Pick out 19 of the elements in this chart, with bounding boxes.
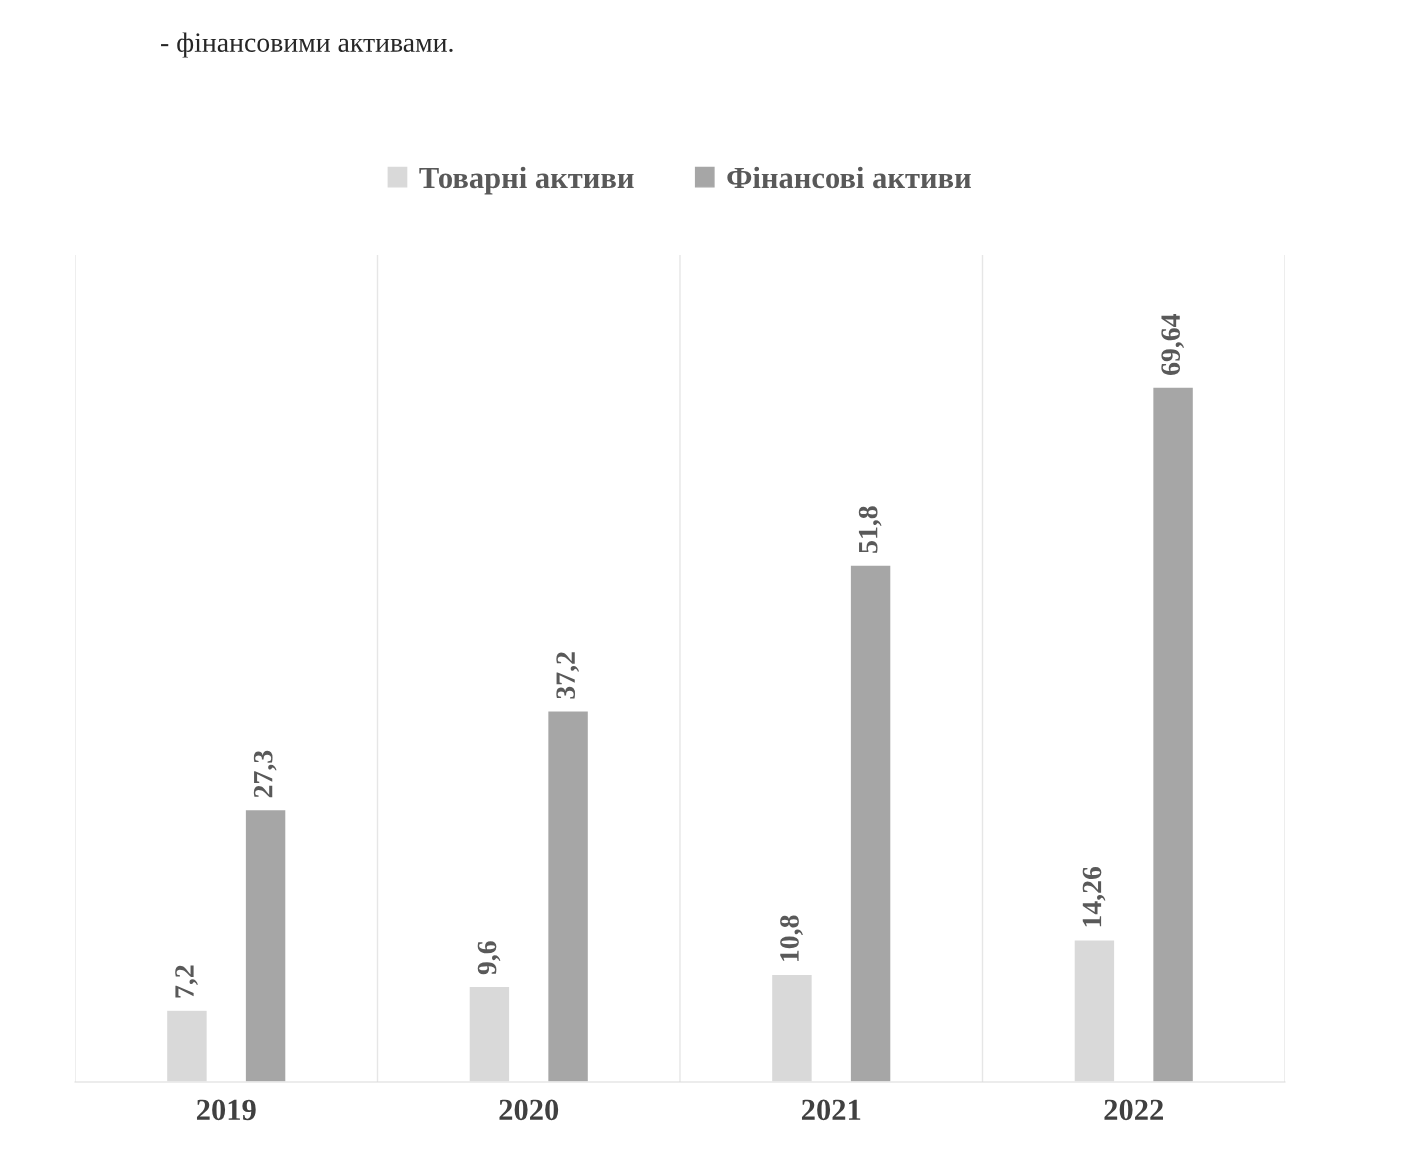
data-label: 51,8 xyxy=(858,506,882,553)
bar xyxy=(244,808,287,1082)
data-label: 69,64 xyxy=(1161,313,1185,375)
data-label: 14,26 xyxy=(1082,866,1106,927)
data-label: 37,2 xyxy=(556,652,580,699)
legend-label: Товарні активи xyxy=(419,166,634,195)
bar xyxy=(849,564,892,1082)
legend-label: Фінансові активи xyxy=(727,166,971,189)
text: - фінансовими активами. xyxy=(161,32,453,58)
x-tick-label: 2020 xyxy=(499,1099,559,1121)
data-label: 27,3 xyxy=(253,750,277,798)
x-tick-label: 2021 xyxy=(801,1099,861,1121)
bar xyxy=(546,710,590,1082)
data-label: 7,2 xyxy=(175,965,198,998)
x-tick-label: 2019 xyxy=(196,1099,256,1121)
bar xyxy=(1151,386,1195,1082)
data-label: 9,6 xyxy=(477,941,501,975)
x-tick-label: 2022 xyxy=(1104,1099,1163,1121)
data-label: 10,8 xyxy=(780,915,803,961)
